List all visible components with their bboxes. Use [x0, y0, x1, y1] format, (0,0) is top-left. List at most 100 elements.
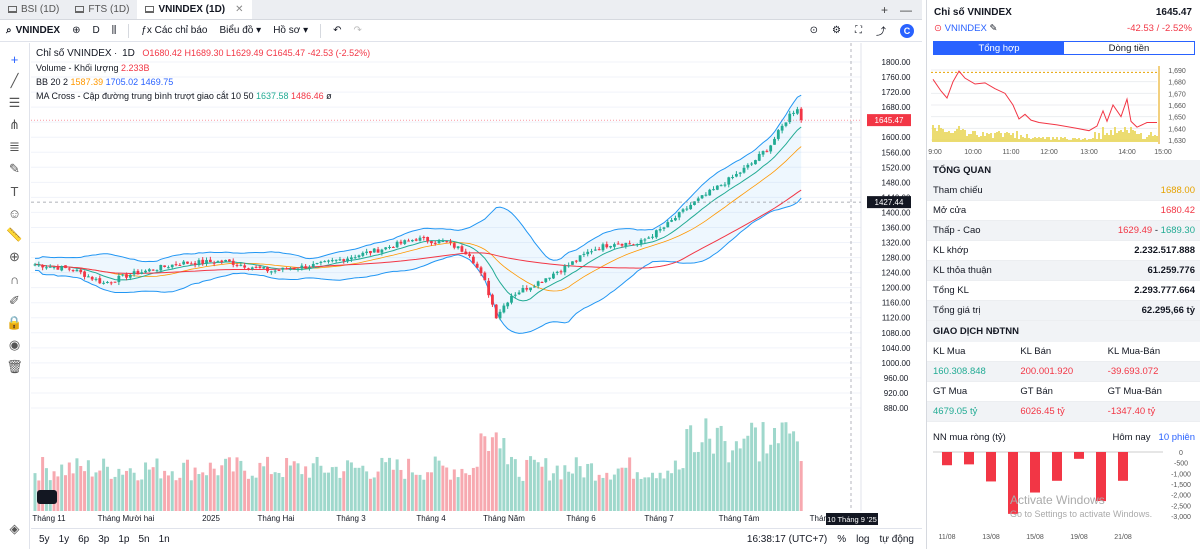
- volume-bar: [639, 478, 643, 511]
- mini-x-tick: 15:00: [1154, 149, 1172, 156]
- range-1m[interactable]: 1p: [118, 533, 130, 545]
- share-icon[interactable]: ⤴: [876, 27, 886, 38]
- indicators-button[interactable]: ƒx Các chỉ báo: [141, 25, 208, 36]
- candle-body: [269, 271, 273, 273]
- symbol-tag[interactable]: ⊙ VNINDEX ✎: [934, 23, 998, 34]
- chart-icon: [8, 6, 17, 13]
- volume-bar: [666, 470, 670, 511]
- redo-icon[interactable]: ↷: [353, 25, 362, 36]
- pitchfork-icon[interactable]: ⋔: [9, 117, 20, 132]
- fib-icon[interactable]: ≣: [9, 139, 20, 154]
- volume-bar: [563, 465, 567, 511]
- candle-body: [357, 255, 361, 258]
- legend-volume: Volume - Khối lượng 2.233B: [36, 63, 150, 73]
- range-1d[interactable]: 1n: [158, 533, 170, 545]
- trash-icon[interactable]: 🗑: [6, 359, 23, 374]
- undo-icon[interactable]: ↶: [333, 25, 342, 36]
- emoji-icon[interactable]: ☺: [7, 205, 22, 221]
- candle-body: [529, 287, 532, 291]
- edit-icon[interactable]: ✎: [989, 23, 998, 34]
- layers-icon[interactable]: ◈: [9, 521, 20, 536]
- ma50-line: [34, 189, 802, 274]
- trendline-icon[interactable]: ╱: [10, 73, 19, 88]
- zoom-in-icon[interactable]: ⊕: [9, 249, 20, 264]
- log-toggle[interactable]: log: [856, 533, 870, 545]
- tab-money-flow[interactable]: Dòng tiền: [1108, 42, 1150, 54]
- range-1y[interactable]: 1y: [58, 533, 70, 545]
- magnet-icon[interactable]: ∩: [9, 271, 20, 287]
- volume-bar: [597, 474, 601, 511]
- brush-icon[interactable]: ✎: [9, 161, 20, 176]
- time-axis-label: Tháng 7: [644, 514, 674, 523]
- volume-bar: [102, 458, 106, 511]
- volume-bar: [628, 457, 632, 511]
- fullscreen-icon[interactable]: ⛶: [855, 25, 862, 36]
- candle-body: [487, 280, 491, 296]
- volume-bar: [155, 458, 159, 511]
- compare-add-icon[interactable]: ⊕: [72, 25, 81, 36]
- candle-body: [734, 174, 738, 177]
- candle-body: [45, 267, 48, 269]
- mini-y-tick: 1,670: [1168, 91, 1186, 98]
- candle-type-icon[interactable]: ⫼: [111, 25, 117, 36]
- candle-body: [231, 260, 235, 265]
- volume-bar: [776, 443, 780, 511]
- range-5y[interactable]: 5y: [39, 533, 50, 545]
- close-tab-icon[interactable]: ✕: [235, 4, 244, 15]
- candle-body: [33, 264, 37, 266]
- settings-gear-icon[interactable]: ⚙: [832, 25, 841, 36]
- eye-icon[interactable]: ◉: [8, 337, 21, 352]
- auto-toggle[interactable]: tự động: [879, 533, 915, 545]
- lock-draw-icon[interactable]: ✐: [9, 293, 20, 308]
- tab-summary[interactable]: Tổng hợp: [934, 42, 1064, 54]
- candle-body: [262, 267, 266, 269]
- candle-body: [567, 265, 571, 267]
- volume-bar: [570, 473, 574, 511]
- volume-bar: [330, 467, 334, 511]
- collapse-icon[interactable]: —: [900, 2, 912, 17]
- symbol-search[interactable]: ⌕ VNINDEX: [6, 25, 61, 36]
- candle-body: [616, 243, 620, 245]
- candle-body: [422, 236, 426, 238]
- profile-dropdown[interactable]: Hồ sơ ▾: [273, 25, 309, 36]
- lock-icon[interactable]: 🔒: [6, 315, 23, 330]
- interval-button[interactable]: D: [92, 25, 100, 36]
- tab-fts[interactable]: FTS (1D): [67, 0, 137, 19]
- volume-bar: [612, 474, 616, 511]
- candle-body: [452, 243, 456, 248]
- ruler-icon[interactable]: 📏: [6, 227, 23, 242]
- volume-bar: [616, 468, 620, 511]
- nn-y-tick: -3,000: [1171, 514, 1191, 521]
- candle-body: [369, 251, 372, 254]
- crosshair-icon[interactable]: +: [10, 51, 19, 67]
- screenshot-icon[interactable]: ⊙: [809, 25, 819, 36]
- today-toggle[interactable]: Hôm nay: [1112, 431, 1151, 443]
- chart-type-dropdown[interactable]: Biểu đồ ▾: [219, 25, 262, 36]
- range-3m[interactable]: 3p: [98, 533, 110, 545]
- candle-body: [624, 242, 628, 247]
- nn-y-tick: -2,000: [1171, 493, 1191, 500]
- volume-bar: [311, 463, 315, 511]
- ten-session-toggle[interactable]: 10 phiên: [1158, 431, 1195, 443]
- text-icon[interactable]: T: [10, 183, 19, 199]
- volume-bar: [456, 477, 460, 511]
- volume-bar: [132, 472, 136, 511]
- brand-logo[interactable]: C: [900, 23, 914, 38]
- candle-body: [159, 264, 163, 271]
- add-tab-icon[interactable]: +: [880, 2, 888, 17]
- range-6m[interactable]: 6p: [78, 533, 90, 545]
- horizontal-lines-icon[interactable]: ☰: [8, 95, 21, 110]
- volume-bar: [555, 465, 559, 511]
- time-axis-label: Tháng: [810, 514, 833, 523]
- volume-bar: [590, 463, 594, 511]
- time-axis-label: Tháng 4: [416, 514, 446, 523]
- tab-bsi[interactable]: BSI (1D): [0, 0, 67, 19]
- percent-toggle[interactable]: %: [837, 533, 847, 545]
- candle-body: [769, 145, 773, 152]
- volume-bar: [475, 466, 479, 511]
- candle-body: [525, 288, 529, 290]
- tab-vnindex[interactable]: VNINDEX (1D) ✕: [137, 0, 252, 19]
- volume-bar: [620, 467, 624, 511]
- range-5d[interactable]: 5n: [138, 533, 150, 545]
- price-chart[interactable]: 1800.001760.001720.001680.001640.001600.…: [31, 43, 922, 528]
